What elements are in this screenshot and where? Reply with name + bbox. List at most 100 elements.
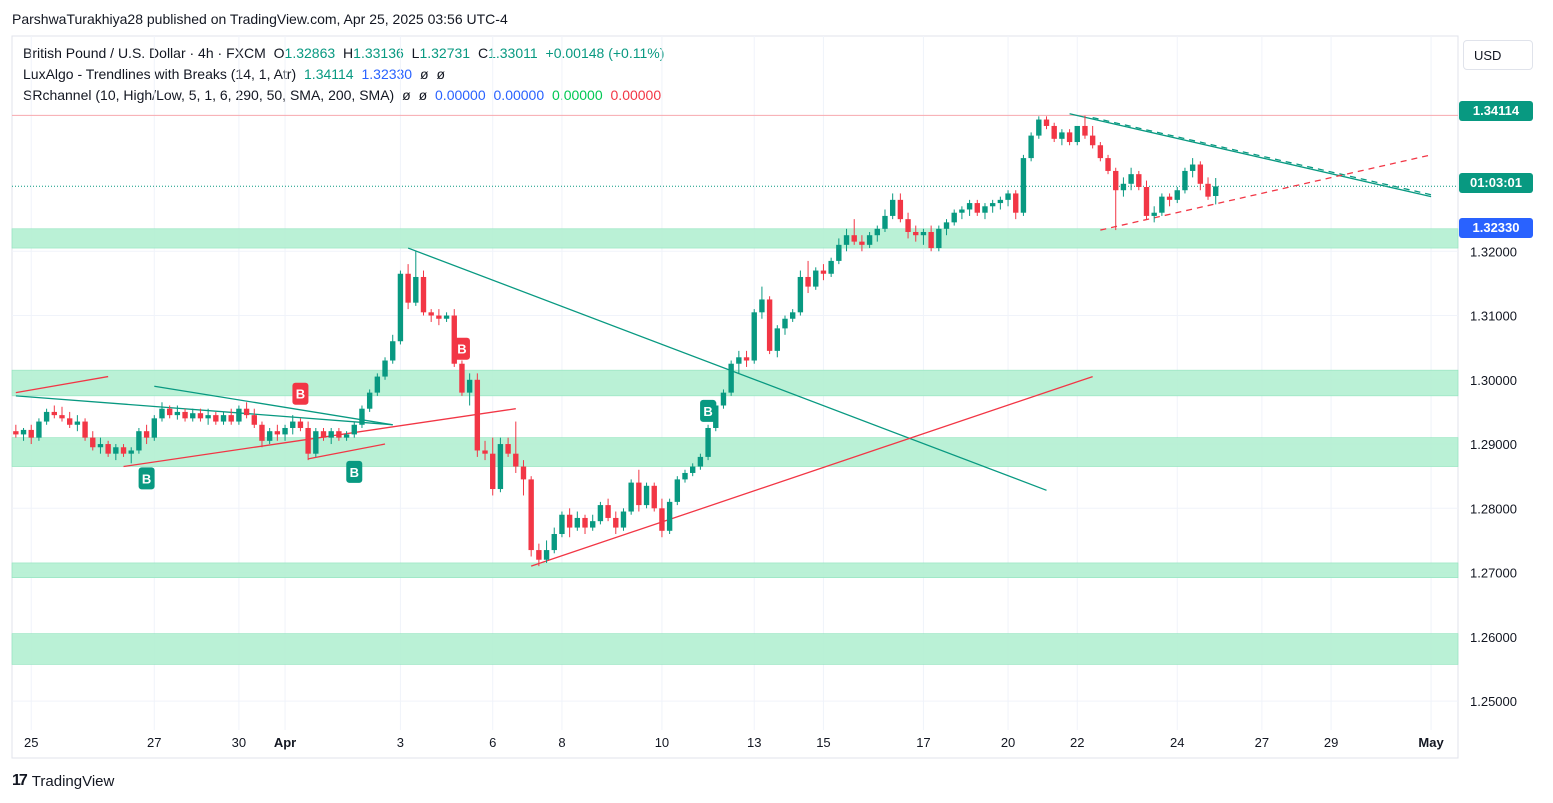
candle-body xyxy=(528,479,534,551)
candle-body xyxy=(1089,135,1096,146)
candle-body xyxy=(520,466,527,480)
candle-body xyxy=(1182,170,1188,191)
indicator-name-srchannel[interactable]: SRchannel (10, High/Low, 5, 1, 6, 290, 5… xyxy=(23,87,395,103)
candle-body xyxy=(690,466,696,473)
sr-value-2: 0.00000 xyxy=(493,87,545,103)
candle-body xyxy=(343,434,350,438)
candle-body xyxy=(366,392,373,409)
candle-body xyxy=(682,472,688,480)
candle-body xyxy=(1159,196,1165,213)
candle-body xyxy=(282,427,288,435)
candle-body xyxy=(1128,174,1134,184)
sr-value-empty-1: ø xyxy=(402,87,411,103)
symbol-legend[interactable]: British Pound / U.S. Dollar · 4h · FXCM … xyxy=(23,45,668,61)
candle-body xyxy=(374,376,381,393)
candle-body xyxy=(1105,158,1111,171)
candle-body xyxy=(566,514,573,528)
candle-body xyxy=(982,206,988,213)
x-tick-label: 3 xyxy=(397,735,404,750)
indicator-legend-srchannel[interactable]: SRchannel (10, High/Low, 5, 1, 6, 290, 5… xyxy=(23,87,665,103)
candle-body xyxy=(720,392,727,406)
x-tick-label: 8 xyxy=(558,735,565,750)
candle-body xyxy=(705,427,711,457)
candle-body xyxy=(1051,125,1057,139)
x-tick-label: 27 xyxy=(147,735,161,750)
candle-body xyxy=(666,501,673,531)
candle-body xyxy=(959,209,965,213)
candle-body xyxy=(736,357,742,364)
candle-body xyxy=(405,273,411,303)
candle-body xyxy=(220,415,227,422)
price-tag-countdown: 01:03:01 xyxy=(1459,173,1533,193)
x-tick-label: 13 xyxy=(747,735,761,750)
candle-body xyxy=(313,431,319,454)
candle-body xyxy=(113,447,119,454)
indicator-value-lower: 1.32330 xyxy=(361,66,413,82)
candle-body xyxy=(1036,119,1042,136)
candle-body xyxy=(628,482,634,512)
candle-body xyxy=(266,431,273,441)
candle-body xyxy=(151,418,157,438)
candle-body xyxy=(966,203,973,210)
candle-body xyxy=(851,235,857,242)
candle-body xyxy=(1143,187,1150,216)
candle-body xyxy=(782,318,788,329)
break-label-badge xyxy=(453,337,470,360)
candle-body xyxy=(397,273,404,342)
candle-body xyxy=(182,411,188,419)
candle-body xyxy=(751,312,757,361)
x-tick-label: 24 xyxy=(1170,735,1184,750)
candle-body xyxy=(920,231,927,236)
candle-body xyxy=(1197,164,1204,184)
indicator-name-luxalgo[interactable]: LuxAlgo - Trendlines with Breaks (14, 1,… xyxy=(23,66,297,82)
candle-body xyxy=(620,511,627,528)
price-tag-lower-trendline: 1.32330 xyxy=(1459,218,1533,238)
break-label-text: B xyxy=(703,404,712,419)
candle-body xyxy=(1189,164,1196,171)
candle-body xyxy=(290,421,296,428)
x-tick-label: Apr xyxy=(274,735,296,750)
indicator-legend-luxalgo[interactable]: LuxAlgo - Trendlines with Breaks (14, 1,… xyxy=(23,66,449,82)
candle-body xyxy=(336,431,342,438)
candle-body xyxy=(943,222,950,229)
candle-body xyxy=(36,421,42,438)
candle-body xyxy=(1151,212,1157,216)
candle-body xyxy=(190,413,196,419)
x-tick-label: 20 xyxy=(1001,735,1015,750)
candle-body xyxy=(905,219,911,232)
x-tick-label: 10 xyxy=(655,735,669,750)
candle-body xyxy=(913,231,919,236)
candle-body xyxy=(474,379,481,451)
candle-body xyxy=(559,514,565,535)
candle-body xyxy=(574,517,581,528)
candle-body xyxy=(459,363,465,393)
tradingview-logo[interactable]: 17 TradingView xyxy=(12,772,114,790)
candle-body xyxy=(1113,170,1119,191)
candle-body xyxy=(28,429,34,438)
candle-body xyxy=(951,212,957,223)
trendline xyxy=(15,375,109,394)
price-change: +0.00148 (+0.11%) xyxy=(545,45,665,61)
trendline xyxy=(530,375,1093,567)
candle-body xyxy=(989,203,996,207)
candle-body xyxy=(843,235,850,245)
trendline xyxy=(154,385,393,426)
candle-body xyxy=(659,508,665,531)
candle-body xyxy=(413,276,419,303)
symbol-name[interactable]: British Pound / U.S. Dollar · 4h · FXCM xyxy=(23,45,266,61)
candle-body xyxy=(897,199,904,220)
x-tick-label: 29 xyxy=(1324,735,1338,750)
candle-body xyxy=(1013,193,1019,213)
candle-body xyxy=(105,444,111,454)
candle-body xyxy=(43,411,50,422)
sr-value-4: 0.00000 xyxy=(610,87,662,103)
candle-body xyxy=(90,437,96,448)
currency-selector[interactable]: USD xyxy=(1463,40,1533,70)
candle-body xyxy=(828,260,834,274)
candle-body xyxy=(359,408,365,425)
trendline xyxy=(1069,113,1432,198)
trendline xyxy=(1100,154,1432,231)
candle-body xyxy=(1136,174,1142,188)
candle-body xyxy=(513,453,519,467)
